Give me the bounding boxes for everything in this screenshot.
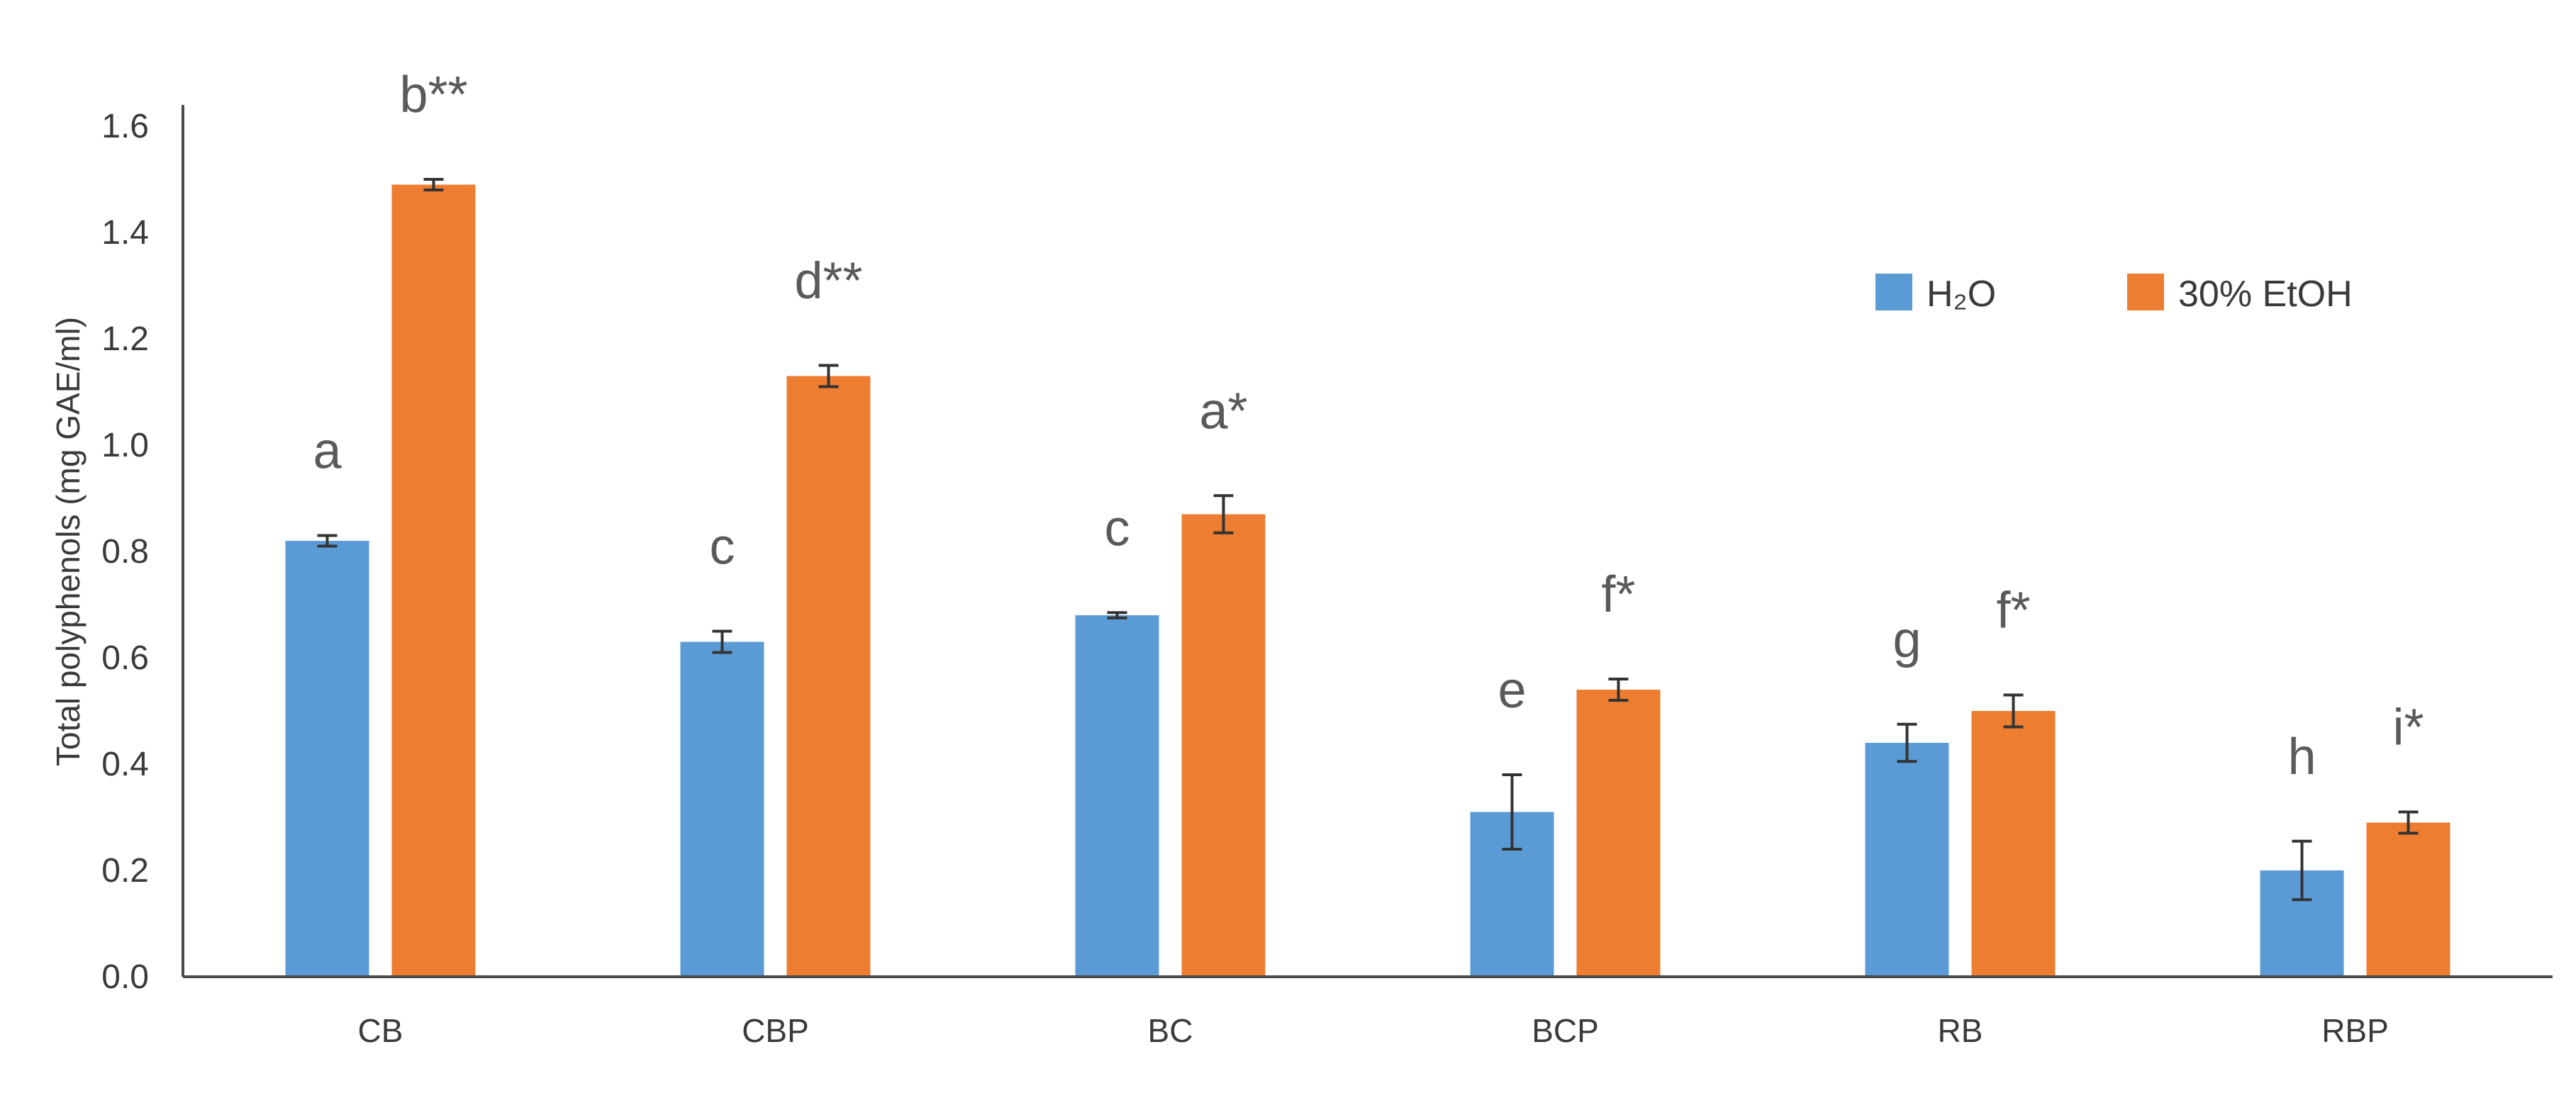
bar-h2o-cbp — [680, 641, 764, 977]
error-bar — [818, 364, 839, 388]
x-tick-labels: CB CBP BC BCP RB RBP — [358, 1012, 2389, 1049]
y-tick-label: 1.0 — [101, 427, 149, 464]
bar-etoh-cb — [391, 184, 476, 977]
significance-labels: a b** c d** c a* e f* g f* h i* — [313, 67, 2424, 785]
x-tick-label: RBP — [2321, 1012, 2389, 1049]
significance-label: c — [1105, 500, 1130, 556]
significance-label: b** — [399, 67, 467, 123]
legend-swatch-h2o — [1875, 274, 1912, 310]
y-tick-label: 1.4 — [101, 214, 149, 252]
significance-label: f* — [1996, 583, 2030, 639]
significance-label: g — [1892, 612, 1921, 668]
error-bar — [317, 534, 338, 548]
y-ticks: 0.0 0.2 0.4 0.6 0.8 1.0 1.2 1.4 1.6 — [101, 108, 149, 996]
y-axis-title: Total polyphenols (mg GAE/ml) — [50, 317, 87, 766]
bar-h2o-rb — [1865, 743, 1949, 977]
legend-swatch-etoh — [2127, 274, 2164, 310]
significance-label: h — [2287, 729, 2316, 785]
y-tick-label: 0.4 — [101, 746, 149, 783]
x-tick-label: BC — [1148, 1012, 1193, 1049]
y-tick-label: 0.8 — [101, 533, 149, 571]
legend-label-etoh: 30% EtOH — [2178, 274, 2353, 315]
y-axis-title-group: Total polyphenols (mg GAE/ml) — [50, 317, 87, 766]
significance-label: f* — [1601, 566, 1635, 623]
x-tick-label: CB — [358, 1012, 403, 1049]
x-tick-label: BCP — [1532, 1012, 1599, 1049]
error-bar — [2292, 839, 2312, 902]
legend-label-h2o: H₂O — [1927, 274, 1996, 315]
error-bar — [1608, 678, 1629, 702]
error-bar — [2398, 810, 2419, 835]
bar-h2o-cb — [285, 541, 369, 977]
bar-etoh-bc — [1181, 514, 1266, 977]
x-tick-label: RB — [1938, 1012, 1983, 1049]
legend: H₂O 30% EtOH — [1875, 274, 2353, 315]
error-bar — [423, 178, 444, 191]
y-tick-label: 1.6 — [101, 108, 149, 145]
error-bar — [1213, 494, 1234, 534]
error-bar — [1107, 611, 1127, 620]
y-tick-label: 0.6 — [101, 639, 149, 677]
x-tick-label: CBP — [742, 1012, 809, 1049]
bar-h2o-bc — [1075, 615, 1159, 977]
y-tick-label: 0.0 — [101, 958, 149, 996]
significance-label: c — [710, 519, 735, 576]
y-tick-label: 1.2 — [101, 320, 149, 358]
bars — [285, 184, 2450, 977]
error-bars — [317, 178, 2419, 902]
bar-etoh-bcp — [1576, 690, 1661, 977]
significance-label: e — [1498, 662, 1526, 719]
significance-label: d** — [794, 253, 862, 310]
bar-etoh-rb — [1971, 711, 2056, 977]
significance-label: a — [313, 423, 342, 480]
bar-etoh-cbp — [786, 376, 871, 977]
bar-etoh-rbp — [2366, 822, 2450, 977]
significance-label: a* — [1199, 383, 1247, 439]
error-bar — [2003, 693, 2024, 729]
error-bar — [712, 629, 732, 654]
y-tick-label: 0.2 — [101, 852, 149, 890]
error-bar — [1502, 773, 1522, 851]
significance-label: i* — [2392, 700, 2424, 756]
error-bar — [1897, 722, 1917, 763]
